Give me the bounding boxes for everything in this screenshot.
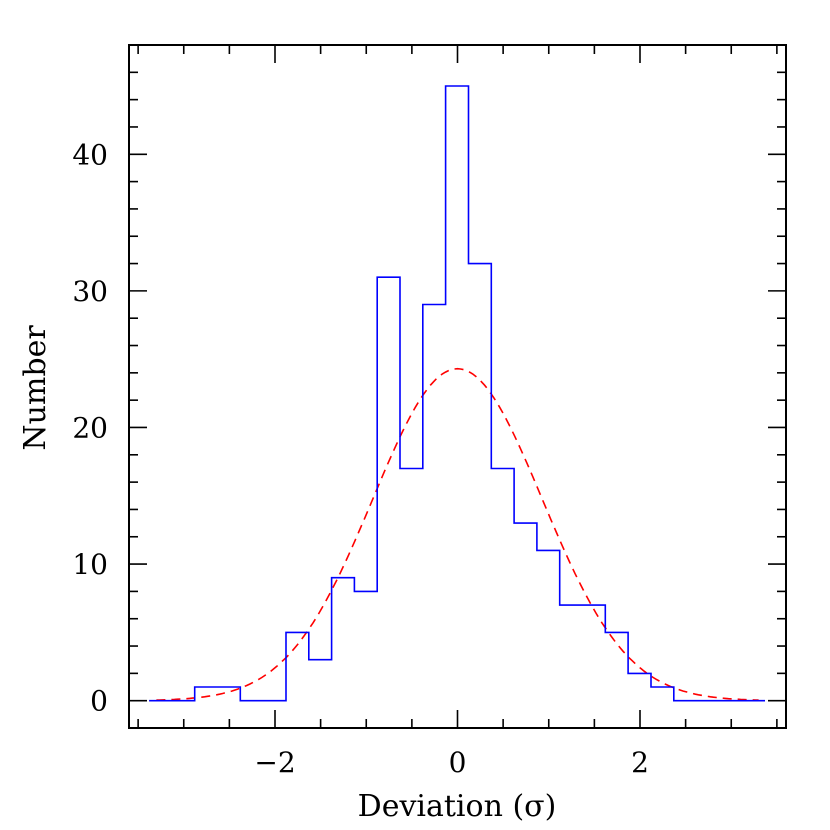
y-tick-label: 0: [90, 685, 108, 718]
y-tick-label: 10: [72, 548, 108, 581]
x-tick-label: 2: [631, 746, 649, 779]
gaussian-fit-curve: [156, 367, 759, 701]
y-tick-label: 40: [72, 138, 108, 171]
x-tick-label: −2: [254, 746, 295, 779]
x-axis-title: Deviation (σ): [358, 789, 557, 824]
axis-ticks: [129, 44, 786, 729]
y-tick-label: 20: [72, 411, 108, 444]
plot-frame: [128, 44, 787, 729]
histogram-steps: [149, 85, 765, 702]
y-axis-title: Number: [18, 325, 53, 451]
y-tick-label: 30: [72, 275, 108, 308]
x-tick-label: 0: [449, 746, 467, 779]
